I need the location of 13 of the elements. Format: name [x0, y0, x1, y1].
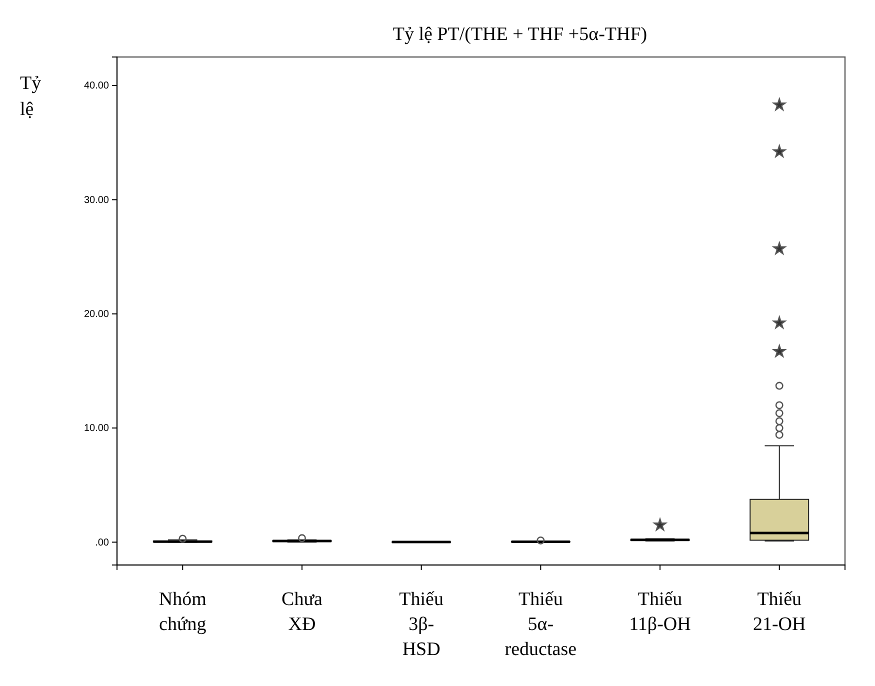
x-tick-label: Nhóm chứng	[158, 589, 207, 635]
y-tick-label: 40.00	[84, 80, 110, 92]
y-axis-title: Tỷ lệ	[20, 73, 42, 120]
y-tick-label: 20.00	[84, 309, 110, 320]
x-tick-label: Thiếu 5α- reductase	[504, 589, 577, 660]
x-tick-label: Thiếu 11β-OH	[629, 589, 692, 635]
x-tick-label: Thiếu 3β- HSD	[399, 589, 444, 660]
y-tick-label: 10.00	[84, 423, 110, 434]
chart-title: Tỷ lệ PT/(THE + THF +5α-THF)	[392, 24, 648, 45]
y-tick-label: .00	[95, 537, 110, 548]
x-tick-label: Chưa XĐ	[282, 589, 323, 635]
x-tick-label: Thiếu 21-OH	[752, 589, 806, 635]
y-tick-label: 30.00	[84, 194, 110, 206]
